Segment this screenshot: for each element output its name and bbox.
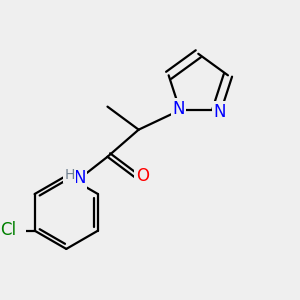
Text: H: H — [64, 168, 75, 182]
Text: N: N — [213, 103, 226, 121]
Text: O: O — [136, 167, 149, 185]
Text: N: N — [73, 169, 86, 188]
Text: N: N — [172, 100, 185, 118]
Text: Cl: Cl — [0, 221, 16, 239]
